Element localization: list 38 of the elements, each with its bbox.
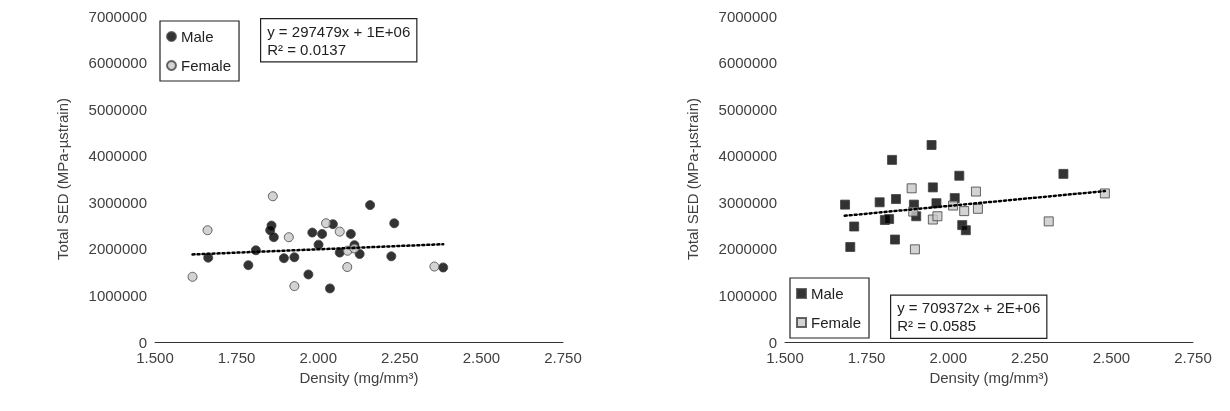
y-tick-label: 5000000: [718, 100, 777, 118]
legend-label: Male: [811, 285, 844, 302]
y-tick-label: 6000000: [718, 54, 777, 72]
annotation: y = 709372x + 2E+06 R² = 0.0585: [897, 299, 1041, 335]
legend-label: Male: [181, 28, 214, 45]
y-tick-label: 1000000: [718, 286, 777, 304]
x-axis-title: Density (mg/mm³): [299, 369, 419, 386]
x-tick-label: 2.250: [1011, 349, 1049, 366]
y-tick-label: 2000000: [718, 240, 777, 258]
x-tick-label: 2.250: [381, 349, 419, 366]
y-axis-title: Total SED (MPa-µstrain): [684, 97, 701, 261]
y-tick-label: 5000000: [88, 100, 147, 118]
y-tick-label: 3000000: [88, 193, 147, 211]
y-axis-title: Total SED (MPa-µstrain): [54, 97, 71, 261]
x-tick-label: 2.000: [929, 349, 967, 366]
x-tick-label: 2.000: [299, 349, 337, 366]
y-tick-label: 4000000: [88, 147, 147, 165]
legend-label: Female: [181, 57, 232, 74]
y-tick-label: 4000000: [718, 147, 777, 165]
y-tick-label: 6000000: [88, 54, 147, 72]
y-tick-label: 3000000: [718, 193, 777, 211]
legend-label: Female: [811, 314, 862, 331]
annotation: y = 297479x + 1E+06 R² = 0.0137: [267, 22, 411, 58]
x-tick-label: 1.500: [136, 349, 174, 366]
y-tick-label: 0: [138, 333, 147, 351]
x-axis-title: Density (mg/mm³): [929, 369, 1049, 386]
x-tick-label: 1.750: [217, 349, 256, 366]
x-tick-label: 2.500: [1092, 349, 1131, 366]
y-tick-label: 1000000: [88, 286, 147, 304]
x-tick-label: 2.750: [1174, 349, 1212, 366]
x-tick-label: 1.500: [766, 349, 804, 366]
x-tick-label: 2.750: [544, 349, 582, 366]
x-tick-label: 2.500: [462, 349, 501, 366]
y-tick-label: 7000000: [88, 7, 147, 25]
y-tick-label: 7000000: [718, 7, 777, 25]
y-tick-label: 2000000: [88, 240, 147, 258]
y-tick-label: 0: [768, 333, 777, 351]
x-tick-label: 1.750: [847, 349, 886, 366]
